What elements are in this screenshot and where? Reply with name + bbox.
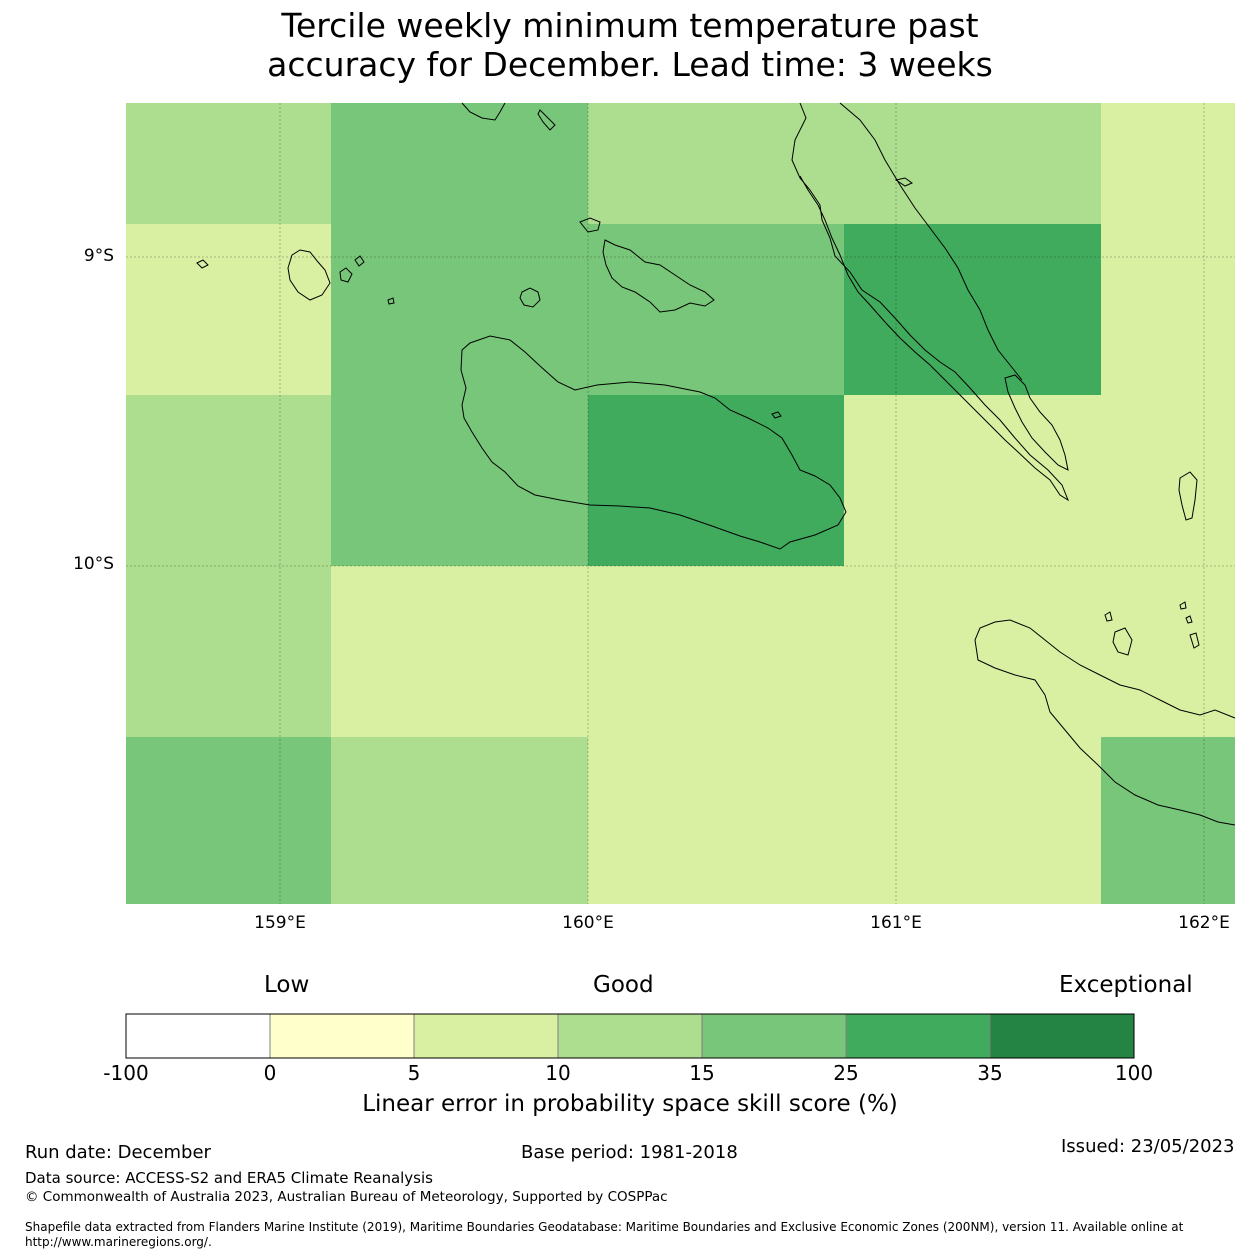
grid-cell <box>588 737 844 904</box>
grid-cell <box>126 395 331 566</box>
lon-label-160: 160°E <box>562 913 614 933</box>
russell-islands-coastline <box>287 249 331 301</box>
small-island-coastline <box>771 411 782 419</box>
santa-isabel-coastline <box>461 102 506 121</box>
grid-cell <box>588 566 844 737</box>
colorbar-good-label: Good <box>593 972 654 998</box>
small-island-coastline <box>1112 627 1133 656</box>
grid-cell <box>844 224 1101 395</box>
savo-island-coastline <box>519 287 541 308</box>
title-line-2: accuracy for December. Lead time: 3 week… <box>267 45 993 84</box>
grid-cell <box>588 224 844 395</box>
small-island-coastline <box>1178 471 1198 521</box>
grid-cell <box>1101 224 1235 395</box>
colorbar-segment <box>269 1013 415 1059</box>
grid-cell <box>331 566 588 737</box>
colorbar <box>125 1013 1135 1059</box>
colorbar-tick: -100 <box>103 1061 149 1085</box>
issued-date: Issued: 23/05/2023 <box>1061 1136 1235 1157</box>
small-island-coastline <box>1104 611 1113 622</box>
grid-cell <box>1101 103 1235 224</box>
copyright: © Commonwealth of Australia 2023, Austra… <box>25 1189 668 1205</box>
colorbar-tick: 0 <box>263 1061 277 1085</box>
lat-label-9s: 9°S <box>83 246 114 266</box>
grid-cell <box>126 103 331 224</box>
small-island-coastline <box>354 255 365 267</box>
small-island-coastline <box>537 109 556 131</box>
guadalcanal-coastline <box>460 335 847 550</box>
graticule <box>126 103 1235 904</box>
malaita-east-coastline <box>839 102 1023 381</box>
small-island-coastline <box>1189 632 1200 649</box>
colorbar-label: Linear error in probability space skill … <box>362 1091 898 1117</box>
malaita-coastline <box>791 102 1070 502</box>
title-line-1: Tercile weekly minimum temperature past <box>281 6 979 45</box>
lon-label-159: 159°E <box>254 913 306 933</box>
small-island-coastline <box>196 259 209 269</box>
grid-cell <box>588 395 844 566</box>
grid-cell <box>844 566 1101 737</box>
small-island-coastline <box>387 297 395 305</box>
colorbar-tick: 35 <box>977 1061 1003 1085</box>
colorbar-tick: 100 <box>1114 1061 1154 1085</box>
small-island-coastline <box>579 217 601 233</box>
grid-cell <box>588 103 844 224</box>
grid-cell <box>331 103 588 224</box>
colorbar-segment <box>125 1013 271 1059</box>
small-island-coastline <box>1179 601 1187 610</box>
colorbar-tick: 10 <box>545 1061 571 1085</box>
shapefile-credit-line-1: Shapefile data extracted from Flanders M… <box>25 1220 1184 1234</box>
lon-label-162: 162°E <box>1178 913 1230 933</box>
lat-label-10s: 10°S <box>73 554 114 574</box>
colorbar-segment <box>557 1013 703 1059</box>
makira-coastline <box>974 619 1236 719</box>
small-island-coastline <box>894 177 914 187</box>
coastlines <box>196 102 1236 826</box>
small-island-coastline <box>1185 615 1193 624</box>
base-period: Base period: 1981-2018 <box>521 1142 738 1163</box>
colorbar-segment <box>413 1013 559 1059</box>
colorbar-segment <box>989 1013 1135 1059</box>
colorbar-frame <box>125 1013 1135 1059</box>
colorbar-segment <box>845 1013 991 1059</box>
small-malaita-coastline <box>1004 374 1069 471</box>
colorbar-exceptional-label: Exceptional <box>1059 972 1193 998</box>
grid-cell <box>331 737 588 904</box>
grid-cell <box>844 737 1101 904</box>
grid-cell <box>331 395 588 566</box>
colorbar-low-label: Low <box>264 972 310 998</box>
data-source: Data source: ACCESS-S2 and ERA5 Climate … <box>25 1169 433 1187</box>
makira-south-coastline <box>974 639 1236 826</box>
grid-cell <box>844 395 1101 566</box>
skill-grid <box>126 103 1235 904</box>
grid-cell <box>844 103 1101 224</box>
colorbar-segment <box>701 1013 847 1059</box>
grid-cell <box>126 566 331 737</box>
small-island-coastline <box>339 267 353 283</box>
grid-cell <box>1101 566 1235 737</box>
run-date: Run date: December <box>25 1142 211 1163</box>
grid-cell <box>126 737 331 904</box>
grid-cell <box>331 224 588 395</box>
shapefile-credit-line-2: http://www.marineregions.org/. <box>25 1235 212 1249</box>
colorbar-tick: 25 <box>833 1061 859 1085</box>
lon-label-161: 161°E <box>870 913 922 933</box>
colorbar-tick: 5 <box>407 1061 421 1085</box>
grid-cell <box>1101 737 1235 904</box>
grid-cell <box>1101 395 1235 566</box>
florida-islands-coastline <box>602 239 715 313</box>
colorbar-tick: 15 <box>689 1061 715 1085</box>
